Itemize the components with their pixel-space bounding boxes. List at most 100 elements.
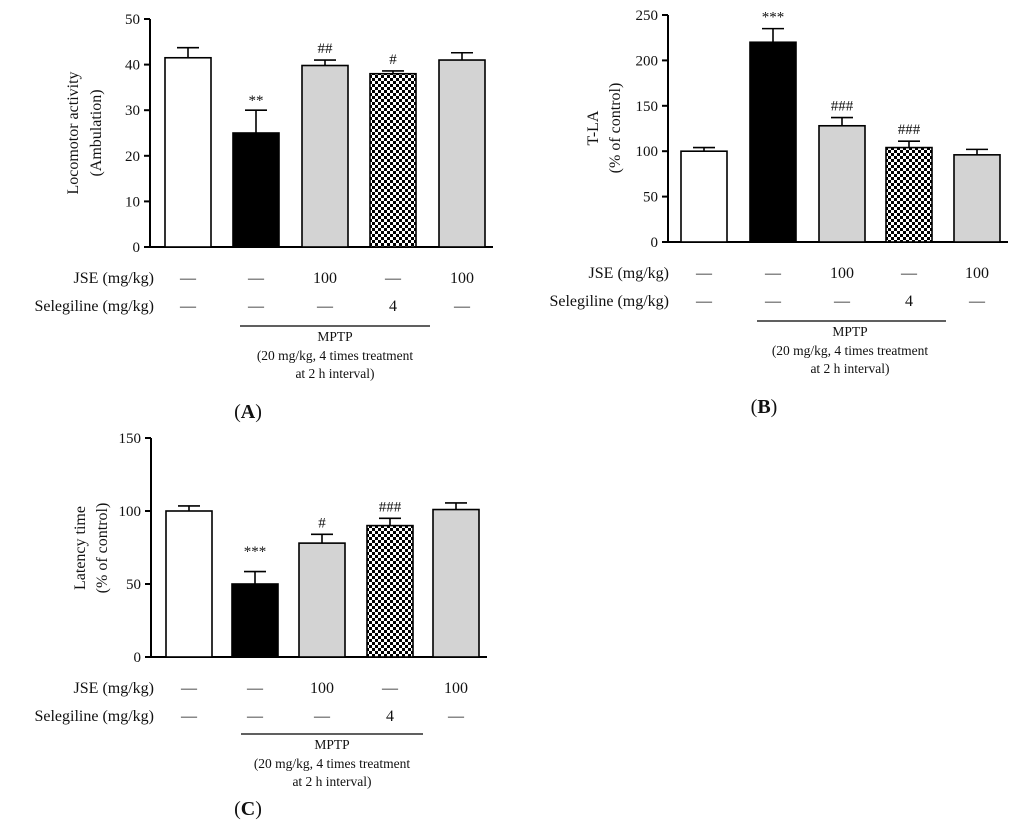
selegiline-dose-value: 4 — [905, 293, 913, 310]
jse-dose-value: 100 — [965, 265, 989, 282]
mptp-title: MPTP — [314, 737, 349, 752]
jse-row-label: JSE (mg/kg) — [589, 265, 669, 282]
jse-dose-value: 100 — [444, 680, 468, 697]
bar — [366, 524, 414, 658]
panel-label-open: ( — [234, 401, 241, 423]
mptp-interval-note: at 2 h interval) — [295, 366, 374, 381]
selegiline-row-label: Selegiline (mg/kg) — [34, 708, 154, 725]
jse-dose-value: — — [179, 270, 197, 287]
jse-dose-value: — — [384, 270, 402, 287]
significance-marker: # — [389, 52, 397, 68]
selegiline-dose-value: — — [247, 298, 265, 315]
jse-dose-value: 100 — [313, 270, 337, 287]
y-tick-label: 40 — [125, 58, 140, 74]
y-tick-label: 0 — [134, 650, 142, 666]
mptp-dose-note: (20 mg/kg, 4 times treatment — [257, 348, 414, 363]
panel-label: (A) — [234, 401, 262, 423]
jse-dose-value: — — [180, 680, 198, 697]
selegiline-dose-value: — — [453, 298, 471, 315]
bar — [369, 72, 417, 248]
selegiline-dose-value: — — [246, 708, 264, 725]
y-axis-label: (Ambulation) — [88, 89, 105, 176]
bar — [301, 64, 349, 248]
jse-dose-value: — — [247, 270, 265, 287]
selegiline-dose-value: — — [447, 708, 465, 725]
selegiline-row-label: Selegiline (mg/kg) — [549, 293, 669, 310]
bar — [164, 56, 212, 248]
y-tick-label: 30 — [125, 103, 140, 119]
significance-marker: *** — [762, 10, 785, 26]
bar — [438, 59, 486, 248]
panel-label-close: ) — [771, 396, 778, 418]
significance-marker: # — [318, 515, 326, 531]
selegiline-row-label: Selegiline (mg/kg) — [34, 298, 154, 315]
jse-dose-value: — — [381, 680, 399, 697]
y-tick-label: 100 — [636, 144, 659, 160]
y-tick-label: 250 — [636, 8, 659, 24]
panel-label-open: ( — [751, 396, 758, 418]
selegiline-dose-value: — — [313, 708, 331, 725]
chart-panel-b: 0 50 100 150 200 250 T-LA (% of control) *** ### #… — [549, 8, 1008, 418]
selegiline-dose-value: — — [179, 298, 197, 315]
mptp-dose-note: (20 mg/kg, 4 times treatment — [772, 343, 929, 358]
selegiline-dose-value: 4 — [389, 298, 397, 315]
bar — [231, 583, 279, 658]
y-tick-label: 10 — [125, 194, 140, 210]
significance-marker: ### — [379, 499, 402, 515]
panel-label-letter: A — [241, 401, 256, 423]
jse-dose-value: — — [900, 265, 918, 282]
bar — [749, 41, 797, 243]
chart-panel-a: 0 10 20 30 40 50 Locomotor activity (Ambulation… — [34, 12, 493, 423]
jse-dose-value: 100 — [450, 270, 474, 287]
jse-row-label: JSE (mg/kg) — [74, 270, 154, 287]
y-tick-label: 50 — [125, 12, 140, 28]
panel-label-close: ) — [255, 798, 262, 820]
significance-marker: ### — [898, 122, 921, 138]
mptp-title: MPTP — [832, 324, 867, 339]
significance-marker: ### — [831, 99, 854, 115]
y-axis-label: (% of control) — [607, 83, 624, 174]
bar — [818, 124, 866, 243]
bar — [680, 150, 728, 243]
significance-marker: *** — [244, 544, 267, 560]
panel-label: (B) — [751, 396, 778, 418]
mptp-interval-note: at 2 h interval) — [810, 361, 889, 376]
selegiline-dose-value: — — [968, 293, 986, 310]
y-tick-label: 150 — [119, 431, 142, 447]
bar — [165, 510, 213, 658]
y-axis-label: Locomotor activity — [65, 71, 82, 194]
y-tick-label: 50 — [643, 190, 658, 206]
bar — [885, 146, 933, 243]
selegiline-dose-value: — — [316, 298, 334, 315]
mptp-title: MPTP — [317, 329, 352, 344]
bar — [953, 154, 1001, 243]
jse-dose-value: 100 — [830, 265, 854, 282]
y-axis-label: Latency time — [72, 506, 89, 590]
significance-marker: ** — [249, 93, 264, 109]
bar — [432, 508, 480, 658]
y-tick-label: 0 — [133, 240, 141, 256]
bar — [298, 542, 346, 658]
jse-dose-value: — — [695, 265, 713, 282]
selegiline-dose-value: — — [833, 293, 851, 310]
panel-label: (C) — [234, 798, 262, 820]
panel-label-open: ( — [234, 798, 241, 820]
y-tick-label: 100 — [119, 504, 142, 520]
mptp-dose-note: (20 mg/kg, 4 times treatment — [254, 756, 411, 771]
panel-label-letter: B — [757, 396, 770, 418]
y-tick-label: 50 — [126, 577, 141, 593]
y-tick-label: 20 — [125, 149, 140, 165]
significance-marker: ## — [318, 41, 334, 57]
y-tick-label: 0 — [651, 235, 659, 251]
jse-dose-value: 100 — [310, 680, 334, 697]
jse-dose-value: — — [246, 680, 264, 697]
panel-label-close: ) — [255, 401, 262, 423]
selegiline-dose-value: 4 — [386, 708, 394, 725]
jse-row-label: JSE (mg/kg) — [74, 680, 154, 697]
selegiline-dose-value: — — [764, 293, 782, 310]
mptp-interval-note: at 2 h interval) — [292, 774, 371, 789]
y-tick-label: 150 — [636, 99, 659, 115]
selegiline-dose-value: — — [695, 293, 713, 310]
